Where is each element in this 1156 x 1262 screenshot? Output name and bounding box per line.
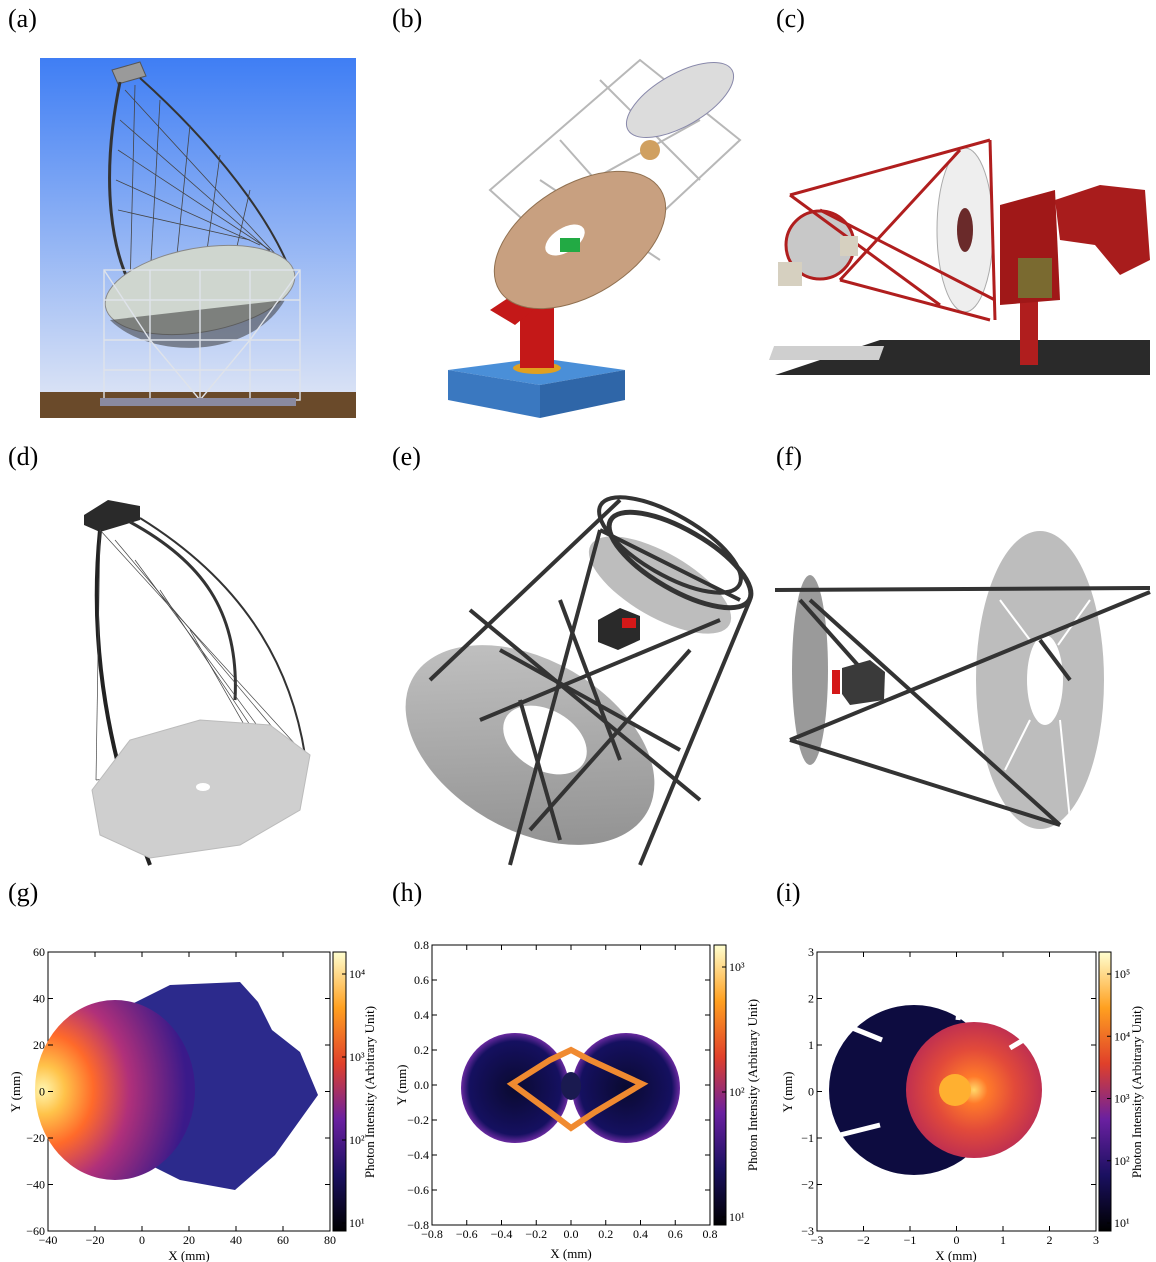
x-tick-label: 0.0 bbox=[564, 1227, 579, 1241]
y-tick-label: −0.6 bbox=[407, 1183, 429, 1197]
telescope-render-c bbox=[768, 138, 1150, 375]
ylabel-h: Y (mm) bbox=[394, 1064, 409, 1105]
panel-label-e: (e) bbox=[392, 442, 421, 471]
panel-label-d: (d) bbox=[8, 442, 39, 471]
colorbar-h bbox=[713, 944, 727, 1226]
y-tick-label: 2 bbox=[808, 992, 814, 1006]
x-tick-label: 0.6 bbox=[668, 1227, 683, 1241]
y-tick-label: −1 bbox=[801, 1131, 814, 1145]
colorbar-label-g: Photon Intensity (Arbitrary Unit) bbox=[362, 1006, 377, 1178]
telescope-model-e bbox=[405, 495, 754, 866]
panel-label-b: (b) bbox=[392, 4, 423, 33]
ylabel-i: Y (mm) bbox=[780, 1071, 795, 1112]
y-tick-label: 0.2 bbox=[414, 1043, 429, 1057]
y-tick-label: 40 bbox=[33, 992, 45, 1006]
y-tick-label: 60 bbox=[33, 945, 45, 959]
colorbar-tick-label: 10³ bbox=[1114, 1092, 1130, 1106]
heatmap-region-h bbox=[461, 1033, 680, 1143]
x-tick-label: 0 bbox=[139, 1233, 145, 1247]
colorbar-label-i: Photon Intensity (Arbitrary Unit) bbox=[1129, 1006, 1144, 1178]
y-tick-label: 3 bbox=[808, 945, 814, 959]
x-tick-label: −0.2 bbox=[525, 1227, 547, 1241]
colorbar-tick-label: 10¹ bbox=[1114, 1216, 1130, 1230]
x-tick-label: 20 bbox=[183, 1233, 195, 1247]
y-tick-label: 20 bbox=[33, 1038, 45, 1052]
y-tick-label: 0.0 bbox=[414, 1078, 429, 1092]
ylabel-g: Y (mm) bbox=[8, 1071, 23, 1112]
x-tick-label: 0 bbox=[954, 1233, 960, 1247]
y-tick-label: −0.8 bbox=[407, 1218, 429, 1232]
x-tick-label: −0.6 bbox=[456, 1227, 478, 1241]
panel-label-g: (g) bbox=[8, 878, 39, 907]
panel-label-h: (h) bbox=[392, 878, 423, 907]
colorbar-tick-label: 10⁴ bbox=[1114, 1029, 1130, 1043]
x-tick-label: 60 bbox=[277, 1233, 289, 1247]
y-tick-label: −60 bbox=[26, 1224, 45, 1238]
chart-i: −3 −2 −1 0 1 2 3 −3 −2 −1 0 1 2 3 10¹ 10² 10³ 10⁴ 10⁵ X (… bbox=[780, 945, 1144, 1262]
x-tick-label: 1 bbox=[1000, 1233, 1006, 1247]
colorbar-i bbox=[1098, 951, 1112, 1232]
panel-label-f: (f) bbox=[776, 442, 802, 471]
y-tick-label: −3 bbox=[801, 1224, 814, 1238]
x-tick-label: 0.8 bbox=[703, 1227, 718, 1241]
y-tick-label: 0.4 bbox=[414, 1008, 429, 1022]
colorbar-tick-label: 10⁴ bbox=[349, 967, 365, 981]
x-tick-label: −20 bbox=[86, 1233, 105, 1247]
y-tick-label: 0 bbox=[39, 1085, 45, 1099]
colorbar-tick-label: 10⁵ bbox=[1114, 967, 1130, 981]
telescope-model-d bbox=[84, 500, 311, 866]
panel-label-i: (i) bbox=[776, 878, 801, 907]
x-tick-label: 0.4 bbox=[633, 1227, 648, 1241]
y-tick-label: −2 bbox=[801, 1178, 814, 1192]
x-tick-label: −1 bbox=[904, 1233, 917, 1247]
y-tick-label: −40 bbox=[26, 1178, 45, 1192]
x-tick-label: 40 bbox=[230, 1233, 242, 1247]
colorbar-tick-label: 10¹ bbox=[729, 1210, 745, 1224]
x-tick-label: −2 bbox=[857, 1233, 870, 1247]
chart-h: −0.8 −0.6 −0.4 −0.2 0.0 0.2 0.4 0.6 0.8−0.8−0.6−… bbox=[394, 938, 760, 1261]
y-tick-label: −0.4 bbox=[407, 1148, 429, 1162]
telescope-render-b bbox=[448, 58, 742, 418]
telescope-render-a bbox=[40, 58, 356, 418]
telescope-model-f bbox=[774, 529, 1151, 831]
colorbar-tick-label: 10¹ bbox=[349, 1216, 365, 1230]
colorbar-tick-label: 10³ bbox=[349, 1050, 365, 1064]
panel-label-c: (c) bbox=[776, 4, 805, 33]
colorbar-label-h: Photon Intensity (Arbitrary Unit) bbox=[745, 999, 760, 1171]
colorbar-tick-label: 10³ bbox=[729, 960, 745, 974]
y-tick-label: 0.8 bbox=[414, 938, 429, 952]
xlabel-h: X (mm) bbox=[550, 1246, 592, 1261]
y-tick-label: 0.6 bbox=[414, 973, 429, 987]
xlabel-g: X (mm) bbox=[168, 1248, 210, 1262]
y-tick-label: −0.2 bbox=[407, 1113, 429, 1127]
colorbar-tick-label: 10² bbox=[349, 1133, 365, 1147]
x-tick-label: −0.4 bbox=[491, 1227, 513, 1241]
colorbar-tick-label: 10² bbox=[1114, 1154, 1130, 1168]
x-tick-label: 2 bbox=[1047, 1233, 1053, 1247]
heatmap-region-i bbox=[829, 999, 1042, 1181]
xlabel-i: X (mm) bbox=[935, 1248, 977, 1262]
x-tick-label: 3 bbox=[1093, 1233, 1099, 1247]
x-tick-label: −0.8 bbox=[421, 1227, 443, 1241]
y-tick-label: 1 bbox=[808, 1038, 814, 1052]
colorbar-tick-label: 10² bbox=[729, 1085, 745, 1099]
y-tick-label: 0 bbox=[808, 1085, 814, 1099]
x-tick-label: 80 bbox=[324, 1233, 336, 1247]
y-tick-label: −20 bbox=[26, 1131, 45, 1145]
colorbar-g bbox=[332, 951, 347, 1232]
x-tick-label: −3 bbox=[811, 1233, 824, 1247]
x-tick-label: 0.2 bbox=[598, 1227, 613, 1241]
x-tick-label: −40 bbox=[39, 1233, 58, 1247]
panel-label-a: (a) bbox=[8, 4, 37, 33]
